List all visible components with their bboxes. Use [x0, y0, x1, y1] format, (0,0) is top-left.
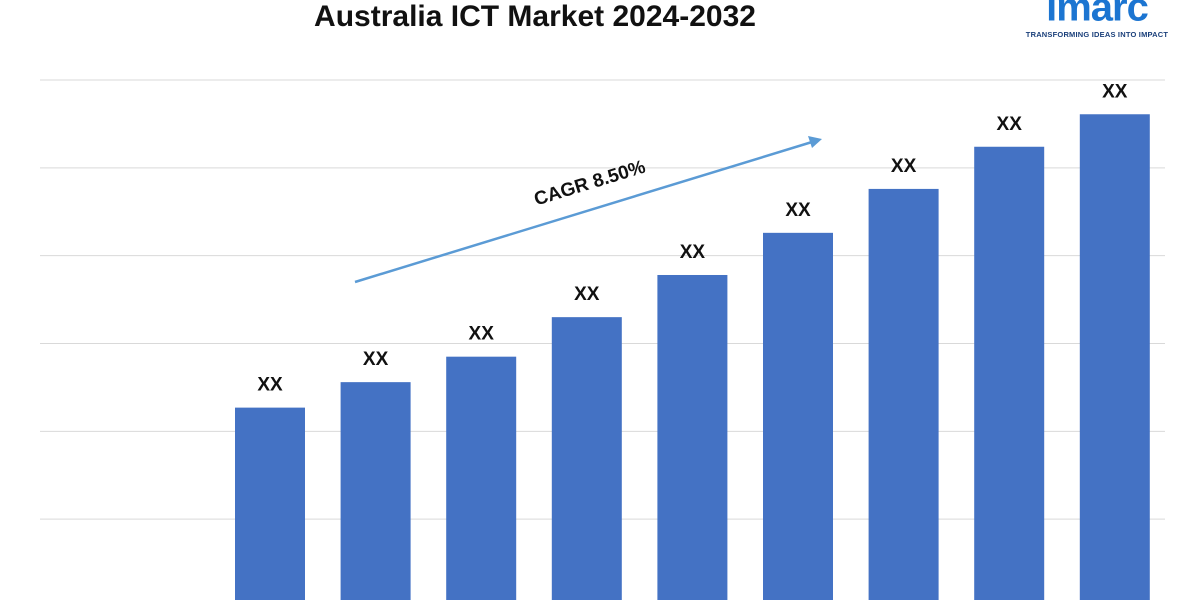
value-label: XX — [891, 156, 917, 177]
bar — [868, 188, 939, 600]
bar — [657, 274, 728, 600]
value-label: XX — [785, 200, 811, 221]
value-label: XX — [997, 114, 1023, 135]
value-label: XX — [680, 242, 706, 263]
bar — [763, 232, 833, 600]
bar — [340, 382, 411, 600]
chart-title: Australia ICT Market 2024-2032 — [314, 0, 756, 33]
value-label: XX — [363, 349, 389, 370]
bar — [1079, 114, 1150, 600]
bar — [235, 407, 305, 600]
value-label: XX — [257, 375, 283, 396]
cagr-annotation: CAGR 8.50% — [532, 157, 648, 211]
bars: XX XX XX XX XX XX XX XX XX — [235, 81, 1150, 600]
cagr-arrow — [354, 140, 813, 284]
cagr-arrowhead — [808, 136, 822, 148]
value-label: XX — [1102, 81, 1128, 102]
value-label: XX — [469, 324, 495, 345]
bar — [551, 317, 622, 600]
logo-tagline: TRANSFORMING IDEAS INTO IMPACT — [1026, 30, 1169, 39]
bar — [446, 356, 517, 600]
logo: imarc — [1046, 0, 1148, 30]
value-label: XX — [574, 284, 600, 305]
bar — [974, 146, 1045, 600]
